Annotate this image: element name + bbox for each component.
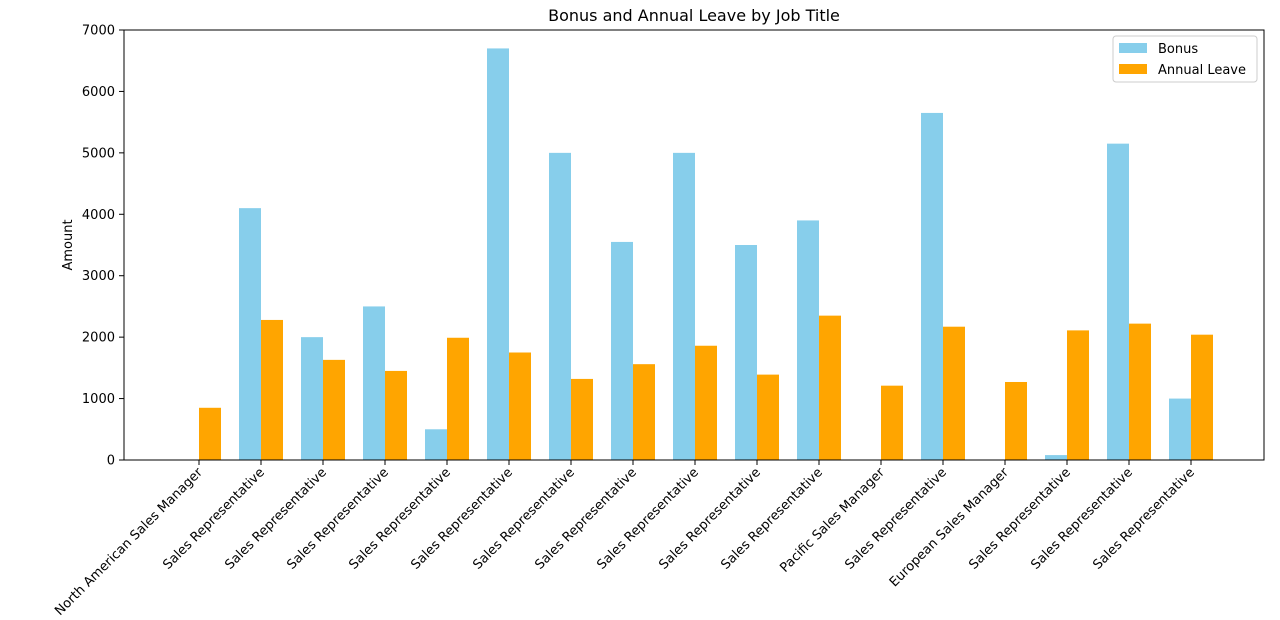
bar-annual-leave-1 — [261, 319, 283, 460]
x-tick-label-8: Sales Representative — [594, 465, 701, 572]
chart-title: Bonus and Annual Leave by Job Title — [548, 6, 840, 25]
bar-bonus-5 — [487, 48, 509, 461]
plot-frame — [123, 29, 1265, 461]
x-tick-label-2: Sales Representative — [222, 465, 329, 572]
bars-group — [199, 48, 1213, 461]
bar-annual-leave-12 — [943, 326, 965, 460]
bar-annual-leave-14 — [1067, 330, 1089, 460]
bar-bonus-2 — [301, 337, 323, 460]
x-tick-label-14: Sales Representative — [966, 465, 1073, 572]
x-tick-label-13: European Sales Manager — [887, 465, 1012, 590]
legend-box — [1112, 35, 1258, 83]
bar-annual-leave-10 — [819, 315, 841, 460]
y-tick-label-0: 0 — [107, 454, 115, 469]
legend-label-0: Bonus — [1158, 42, 1198, 57]
y-tick-label-4: 4000 — [82, 208, 115, 223]
y-axis: 0 1000 2000 3000 4000 5000 6000 7000 — [82, 24, 124, 469]
y-tick-label-3: 3000 — [82, 269, 115, 284]
legend-swatch-1 — [1119, 64, 1147, 74]
x-tick-label-7: Sales Representative — [532, 465, 639, 572]
x-tick-label-10: Sales Representative — [718, 465, 825, 572]
bar-annual-leave-13 — [1005, 381, 1027, 460]
bar-annual-leave-15 — [1129, 323, 1151, 460]
bar-annual-leave-2 — [323, 359, 345, 460]
x-tick-label-1: Sales Representative — [160, 465, 267, 572]
x-tick-label-16: Sales Representative — [1090, 465, 1197, 572]
bar-bonus-12 — [921, 112, 943, 460]
bar-annual-leave-6 — [571, 378, 593, 460]
bar-bonus-14 — [1045, 455, 1067, 460]
y-tick-label-7: 7000 — [82, 24, 115, 39]
bar-bonus-10 — [797, 220, 819, 460]
bar-annual-leave-8 — [695, 345, 717, 460]
y-tick-label-5: 5000 — [82, 146, 115, 161]
legend-swatch-0 — [1119, 43, 1147, 53]
bar-annual-leave-9 — [757, 374, 779, 460]
x-tick-label-11: Pacific Sales Manager — [777, 465, 888, 576]
bar-bonus-1 — [239, 208, 261, 460]
bar-annual-leave-3 — [385, 370, 407, 460]
x-tick-label-3: Sales Representative — [284, 465, 391, 572]
bar-bonus-16 — [1169, 398, 1191, 460]
y-tick-label-6: 6000 — [82, 85, 115, 100]
y-tick-label-1: 1000 — [82, 392, 115, 407]
bar-annual-leave-5 — [509, 352, 531, 460]
x-tick-label-15: Sales Representative — [1028, 465, 1135, 572]
x-tick-label-9: Sales Representative — [656, 465, 763, 572]
bar-bonus-3 — [363, 306, 385, 460]
bar-bonus-4 — [425, 429, 447, 460]
y-axis-label: Amount — [61, 219, 76, 270]
x-tick-label-4: Sales Representative — [346, 465, 453, 572]
x-tick-label-12: Sales Representative — [842, 465, 949, 572]
bar-bonus-6 — [549, 152, 571, 460]
bar-annual-leave-4 — [447, 337, 469, 460]
bar-bonus-8 — [673, 152, 695, 460]
legend: Bonus Annual Leave — [1112, 35, 1258, 83]
bar-annual-leave-16 — [1191, 334, 1213, 460]
bar-annual-leave-11 — [881, 385, 903, 460]
bar-bonus-7 — [611, 241, 633, 460]
y-tick-label-2: 2000 — [82, 331, 115, 346]
bar-annual-leave-0 — [199, 407, 221, 460]
x-tick-label-6: Sales Representative — [470, 465, 577, 572]
legend-label-1: Annual Leave — [1158, 63, 1246, 78]
bar-bonus-9 — [735, 245, 757, 460]
bar-annual-leave-7 — [633, 364, 655, 460]
bar-bonus-15 — [1107, 143, 1129, 460]
x-tick-label-5: Sales Representative — [408, 465, 515, 572]
